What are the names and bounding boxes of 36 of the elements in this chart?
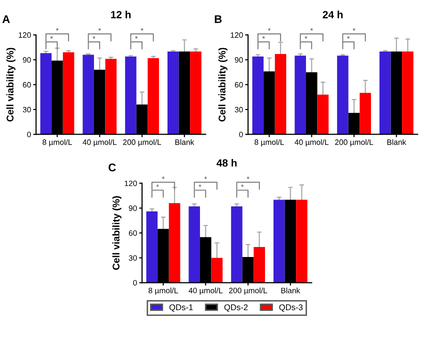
bar [274,54,286,134]
text: C [108,164,116,172]
bar [62,52,74,134]
legend-label: QDs-3 [279,304,303,312]
bar [146,211,158,283]
chart-title: 12 h [111,10,131,18]
y-axis-title: Cell viability (%) [218,48,228,122]
bar [148,58,159,134]
legend-label: QDs-1 [169,304,193,312]
bar [273,200,285,283]
bar [294,56,306,134]
bar [125,56,136,134]
bar [296,200,308,283]
bar [167,51,179,134]
text: A [2,15,10,23]
bar [211,258,223,283]
bar [40,53,52,134]
bar [402,51,414,134]
bar [254,247,265,283]
bar [360,92,371,134]
chart-title: 48 h [216,159,237,167]
bar [317,94,329,134]
bar [252,56,264,134]
legend-label: QDs-2 [224,304,248,312]
y-axis-title: Cell viability (%) [6,48,16,122]
y-axis-title: Cell viability (%) [112,196,122,270]
chart-title: 24 h [322,10,343,18]
bar [188,206,200,283]
bar [231,206,242,283]
bar [82,54,94,134]
bar [168,203,180,283]
text: B [214,15,222,23]
bar [105,58,117,134]
bar [190,51,202,134]
bar [337,56,348,134]
bar [379,51,391,134]
